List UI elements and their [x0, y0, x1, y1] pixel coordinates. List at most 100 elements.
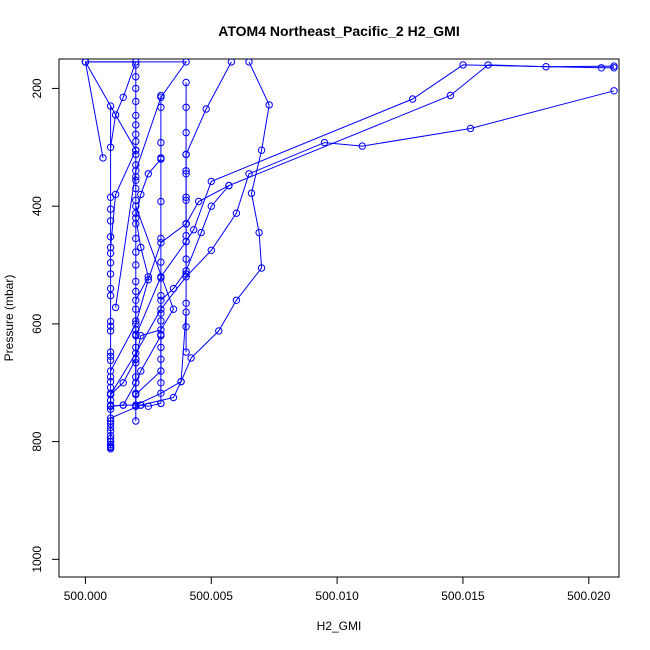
data-point [132, 121, 140, 129]
series-1 [106, 87, 618, 446]
data-point [157, 258, 165, 266]
data-point [182, 255, 190, 263]
x-axis-label: H2_GMI [317, 619, 362, 633]
data-point [106, 352, 115, 360]
data-point [257, 264, 266, 272]
data-point [182, 193, 190, 202]
data-point [597, 64, 606, 72]
data-point [106, 233, 115, 241]
data-point [132, 305, 140, 313]
data-point [227, 59, 236, 66]
data-point [157, 389, 165, 397]
data-point [182, 231, 190, 240]
data-point [106, 390, 115, 399]
data-point [232, 209, 241, 217]
data-point [132, 417, 140, 425]
data-point [182, 103, 190, 112]
data-point [182, 299, 190, 307]
data-point [106, 327, 115, 335]
data-point [225, 181, 233, 190]
x-tick-label: 500.000 [64, 589, 108, 603]
series-line [135, 402, 162, 407]
data-point [132, 176, 140, 185]
data-point [169, 305, 178, 313]
data-point [466, 124, 475, 133]
data-point [99, 154, 107, 162]
data-point [190, 226, 198, 234]
data-point [132, 234, 140, 243]
data-point [132, 202, 140, 210]
data-point [132, 146, 140, 154]
data-point [106, 373, 115, 381]
data-point [232, 296, 241, 304]
series-15 [106, 202, 178, 399]
series-11 [106, 102, 115, 453]
data-point [132, 161, 140, 169]
data-point [265, 101, 273, 109]
data-point [132, 402, 140, 410]
data-point [132, 111, 140, 120]
data-point [215, 327, 223, 335]
series-line [84, 61, 137, 248]
series-5 [182, 59, 236, 356]
data-point [207, 246, 216, 255]
data-point [197, 228, 205, 237]
data-point [137, 367, 145, 375]
data-point [106, 383, 115, 392]
data-point [132, 379, 140, 387]
data-point [202, 105, 210, 113]
data-point [182, 308, 190, 316]
data-point [182, 170, 190, 178]
y-tick-label: 600 [30, 314, 44, 334]
data-point [408, 95, 417, 103]
data-point [157, 234, 165, 243]
series-line [110, 206, 175, 395]
data-point [182, 59, 190, 66]
series-3 [132, 61, 618, 410]
data-point [132, 220, 140, 228]
data-point [106, 102, 115, 110]
series-17 [106, 308, 190, 410]
data-point [358, 142, 366, 150]
data-point [177, 377, 185, 386]
series-14 [81, 59, 190, 312]
data-point [132, 167, 140, 175]
data-point [106, 402, 115, 410]
data-point [195, 197, 203, 206]
data-point [106, 442, 115, 450]
data-point [137, 332, 145, 340]
y-tick-label: 800 [30, 431, 44, 451]
data-point [106, 291, 115, 300]
data-point [132, 248, 140, 256]
data-point [144, 170, 153, 178]
data-point [106, 217, 115, 225]
data-point [255, 228, 263, 237]
data-point [157, 309, 165, 317]
data-point [106, 423, 115, 432]
data-point [106, 348, 115, 356]
x-tick-label: 500.010 [315, 589, 359, 603]
data-point [132, 389, 140, 397]
data-point [106, 356, 115, 365]
x-axis: 500.000 500.005 500.010 500.015 500.020 [64, 577, 611, 603]
data-point [182, 128, 190, 137]
data-point [81, 59, 90, 66]
data-point [111, 190, 120, 199]
series-4 [106, 59, 273, 452]
data-point [182, 78, 190, 87]
data-point [111, 111, 120, 119]
data-point [257, 146, 266, 154]
data-point [132, 73, 140, 81]
data-point [132, 343, 140, 352]
data-point [132, 97, 140, 106]
series-line [135, 64, 614, 407]
data-point [459, 61, 467, 69]
data-point [119, 401, 127, 409]
data-point [182, 323, 190, 331]
data-point [132, 355, 140, 363]
data-point [157, 355, 165, 363]
data-point [106, 243, 115, 252]
data-point [106, 322, 115, 330]
data-point [106, 420, 115, 428]
